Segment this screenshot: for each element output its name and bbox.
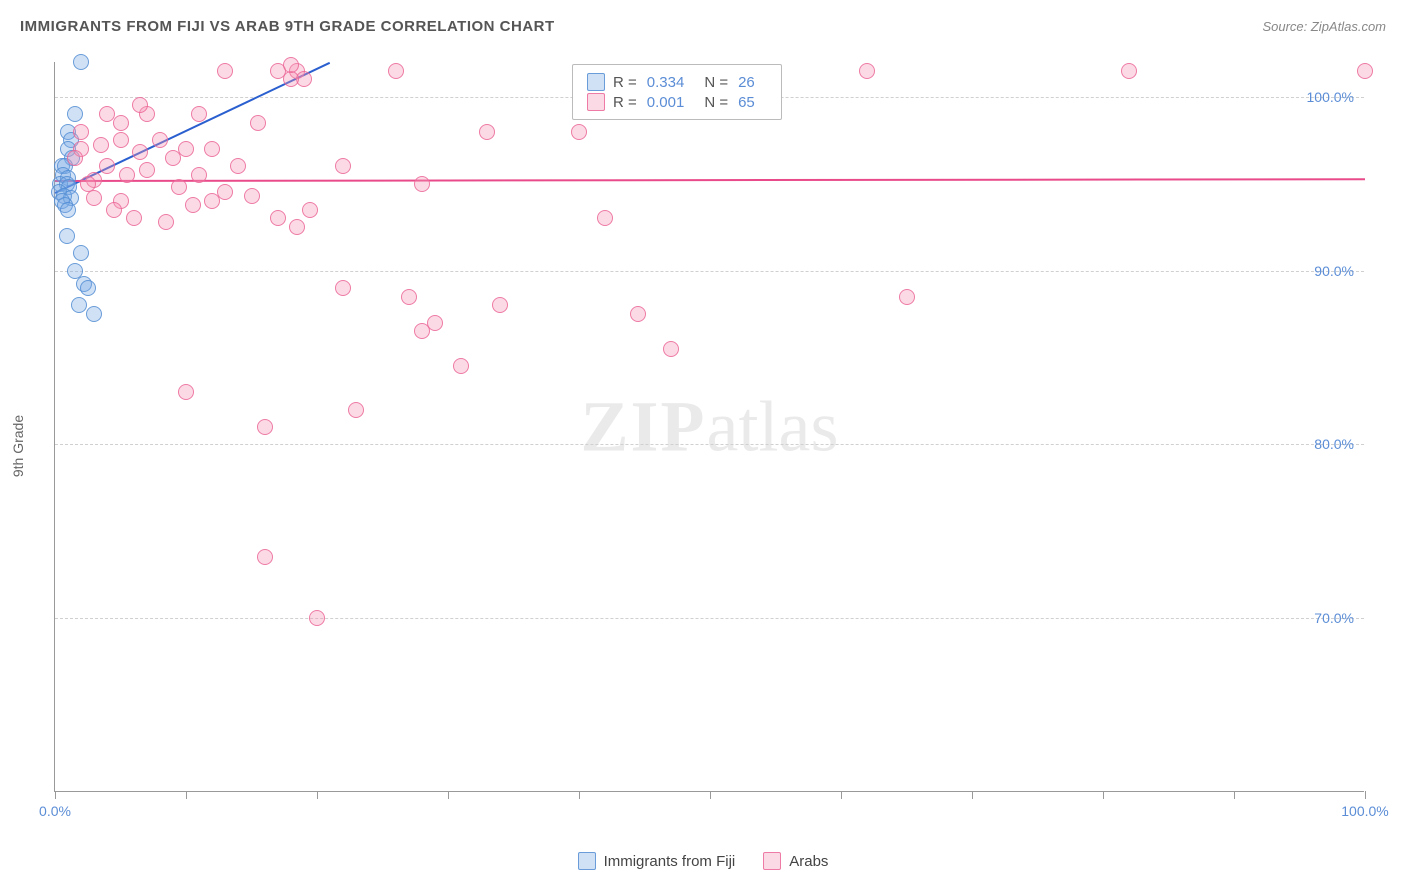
data-point [479,124,495,140]
data-point [67,106,83,122]
data-point [132,144,148,160]
correlation-legend: R = 0.334 N = 26 R = 0.001 N = 65 [572,64,782,120]
data-point [401,289,417,305]
data-point [73,54,89,70]
swatch-arabs [587,93,605,111]
swatch-fiji-icon [578,852,596,870]
data-point [335,280,351,296]
data-point [348,402,364,418]
data-point [244,188,260,204]
data-point [597,210,613,226]
data-point [71,297,87,313]
swatch-fiji [587,73,605,91]
series-legend: Immigrants from Fiji Arabs [0,852,1406,870]
xtick [55,791,56,799]
data-point [191,106,207,122]
chart-title: IMMIGRANTS FROM FIJI VS ARAB 9TH GRADE C… [20,18,555,35]
data-point [119,167,135,183]
ytick-label: 100.0% [1307,89,1354,105]
ytick-label: 90.0% [1314,263,1354,279]
data-point [335,158,351,174]
y-axis-label: 9th Grade [10,415,26,477]
ytick-label: 80.0% [1314,436,1354,452]
xtick-label: 100.0% [1341,803,1388,819]
data-point [73,245,89,261]
header: IMMIGRANTS FROM FIJI VS ARAB 9TH GRADE C… [20,18,1386,35]
data-point [204,141,220,157]
xtick-label: 0.0% [39,803,71,819]
data-point [270,210,286,226]
data-point [289,219,305,235]
legend-row-fiji: R = 0.334 N = 26 [587,73,767,91]
data-point [302,202,318,218]
data-point [571,124,587,140]
data-point [60,202,76,218]
data-point [178,384,194,400]
plot-area: ZIPatlas 70.0%80.0%90.0%100.0%0.0%100.0% [54,62,1364,792]
data-point [106,202,122,218]
data-point [86,190,102,206]
gridline [55,444,1364,445]
data-point [453,358,469,374]
data-point [257,549,273,565]
data-point [67,150,83,166]
xtick [448,791,449,799]
data-point [663,341,679,357]
xtick [1365,791,1366,799]
ytick-label: 70.0% [1314,610,1354,626]
data-point [283,57,299,73]
data-point [388,63,404,79]
data-point [899,289,915,305]
data-point [257,419,273,435]
data-point [171,179,187,195]
data-point [80,280,96,296]
data-point [230,158,246,174]
gridline [55,618,1364,619]
xtick [1103,791,1104,799]
data-point [217,63,233,79]
xtick [972,791,973,799]
data-point [191,167,207,183]
data-point [158,214,174,230]
data-point [309,610,325,626]
data-point [250,115,266,131]
data-point [204,193,220,209]
trend-line-s2 [55,178,1365,182]
data-point [139,162,155,178]
data-point [1121,63,1137,79]
data-point [152,132,168,148]
source-label: Source: ZipAtlas.com [1262,19,1386,34]
xtick [710,791,711,799]
xtick [841,791,842,799]
data-point [93,137,109,153]
data-point [165,150,181,166]
data-point [132,97,148,113]
data-point [1357,63,1373,79]
data-point [86,306,102,322]
data-point [113,115,129,131]
data-point [630,306,646,322]
xtick [317,791,318,799]
legend-row-arabs: R = 0.001 N = 65 [587,93,767,111]
data-point [73,124,89,140]
data-point [427,315,443,331]
gridline [55,271,1364,272]
data-point [126,210,142,226]
data-point [59,228,75,244]
data-point [113,132,129,148]
data-point [99,158,115,174]
legend-item-fiji: Immigrants from Fiji [578,852,736,870]
data-point [414,176,430,192]
data-point [492,297,508,313]
xtick [1234,791,1235,799]
data-point [859,63,875,79]
data-point [283,71,299,87]
data-point [185,197,201,213]
legend-item-arabs: Arabs [763,852,828,870]
watermark: ZIPatlas [581,385,839,468]
xtick [186,791,187,799]
swatch-arabs-icon [763,852,781,870]
xtick [579,791,580,799]
